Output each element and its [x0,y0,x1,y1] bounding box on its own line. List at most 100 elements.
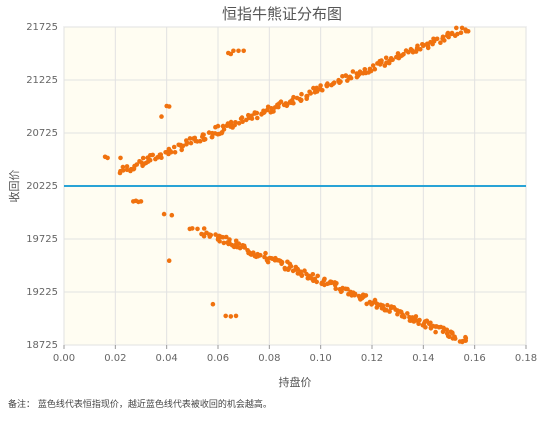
data-point [438,40,443,45]
data-point [325,81,330,86]
data-point [433,329,438,335]
data-point [445,30,451,36]
data-point [138,199,144,204]
data-point [377,62,383,67]
data-point [459,25,465,31]
data-point [430,323,436,329]
data-point [299,91,304,97]
data-point [120,168,126,173]
data-point [172,150,178,155]
data-point [220,235,226,240]
data-point [265,259,271,265]
data-point [343,73,349,78]
data-point [278,99,284,104]
data-point [333,286,339,292]
x-tick-label: 0.12 [361,353,383,364]
data-point [200,132,206,137]
data-point [124,164,130,169]
data-point [224,234,229,240]
data-point [236,241,242,246]
data-point [434,36,440,42]
data-point [188,140,194,146]
data-point [215,123,221,129]
y-tick-label: 19225 [26,287,58,298]
data-point [311,85,316,91]
data-point [444,327,450,333]
data-point [455,31,460,37]
data-point [150,152,155,158]
data-point [229,242,235,248]
data-point [350,69,356,74]
data-point [291,100,296,106]
data-point [228,119,234,125]
data-point [362,67,368,72]
x-tick-label: 0.02 [104,353,126,364]
data-point [310,272,316,277]
data-point [215,132,221,137]
data-point [377,302,382,308]
data-point [269,255,274,261]
data-point [304,93,310,99]
data-point [279,261,284,267]
data-point [169,212,175,218]
data-point [140,155,146,161]
data-point [314,85,320,91]
data-point [421,43,426,48]
data-point [339,289,344,294]
y-tick-label: 21225 [26,75,58,86]
data-point [318,83,323,88]
x-tick-label: 0.06 [207,353,229,364]
data-point [322,276,327,282]
data-points [102,25,471,345]
data-point [166,104,172,109]
data-point [201,226,207,231]
y-axis-ticks: 18725 19225 19725 20225 20725 21225 21725 [26,22,58,351]
data-point [385,302,390,308]
data-point [105,155,110,161]
footnote: 备注： 蓝色线代表恒指现价，越近蓝色线代表被收回的机会越高。 [8,400,272,410]
data-point [208,232,214,238]
data-point [161,211,167,217]
data-point [440,36,445,41]
data-point [168,149,174,155]
data-point [320,87,325,93]
data-point [299,272,304,277]
data-point [351,290,356,296]
data-point [288,263,294,269]
data-point [361,294,366,300]
data-point [192,135,198,141]
data-point [171,144,177,150]
x-tick-label: 0.04 [156,353,178,364]
y-tick-label: 20725 [26,128,58,139]
data-point [228,314,234,319]
data-point [184,142,189,147]
data-point [187,136,193,141]
data-point [452,336,458,341]
data-point [331,81,336,86]
data-point [166,258,172,264]
data-point [398,309,404,315]
data-point [407,318,413,323]
data-point [291,94,296,100]
data-point [241,48,246,54]
data-point [195,226,200,232]
data-point [393,307,398,312]
data-point [159,114,164,119]
data-point [120,164,126,170]
data-point [444,331,450,336]
data-point [254,115,260,121]
data-point [147,157,153,163]
x-tick-label: 0.08 [258,353,280,364]
data-point [312,90,318,95]
data-point [201,233,207,239]
y-tick-label: 20225 [26,181,58,192]
data-point [463,338,469,343]
data-point [226,241,231,247]
data-point [364,301,370,307]
x-axis-label: 持盘价 [279,375,312,389]
data-point [236,121,242,126]
data-point [382,307,388,313]
data-point [299,97,304,103]
data-point [416,321,421,327]
data-point [134,162,140,167]
